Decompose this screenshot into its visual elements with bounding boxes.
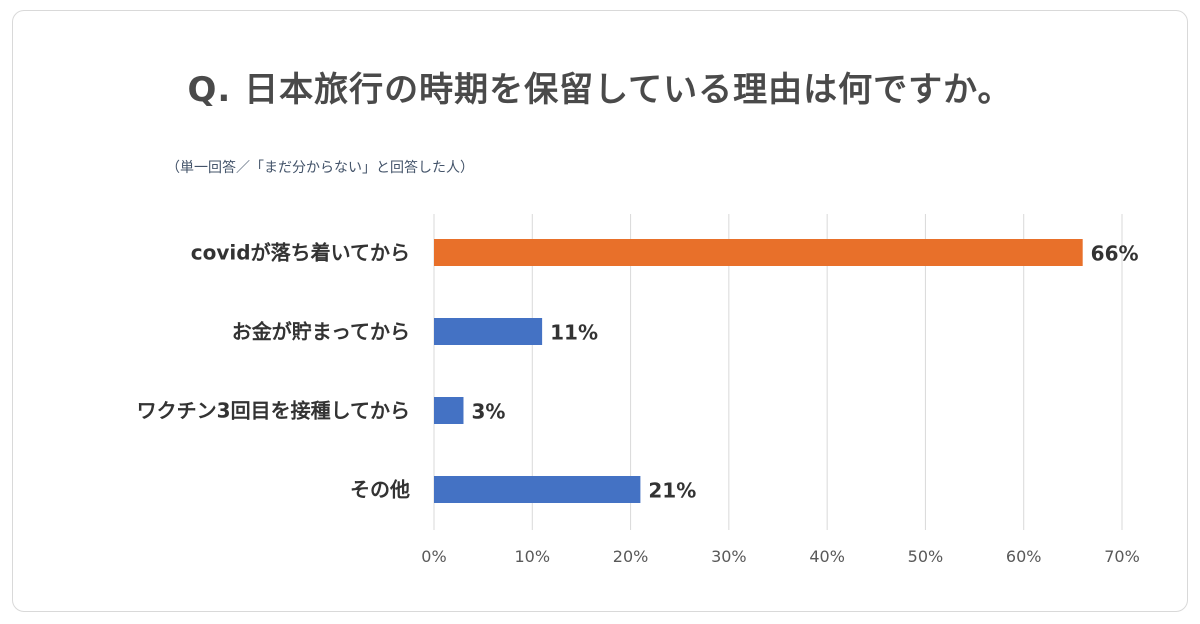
x-tick-label: 0% bbox=[421, 547, 446, 566]
bar bbox=[434, 239, 1083, 266]
category-label: covidが落ち着いてから bbox=[191, 241, 410, 265]
data-label: 21% bbox=[648, 479, 696, 503]
category-label: お金が貯まってから bbox=[232, 320, 410, 344]
category-label: その他 bbox=[350, 478, 410, 502]
category-label: ワクチン3回目を接種してから bbox=[137, 399, 410, 423]
x-tick-label: 10% bbox=[515, 547, 551, 566]
chart-subtitle: （単一回答／「まだ分からない」と回答した人） bbox=[166, 160, 474, 176]
data-label: 3% bbox=[471, 400, 505, 424]
data-label: 11% bbox=[550, 321, 598, 345]
labels: 0% 10% 20% 30% 40% 50% 60% 70% covidが落ち着いてから 66% お… bbox=[137, 241, 1140, 567]
x-tick-label: 30% bbox=[711, 547, 747, 566]
x-tick-label: 60% bbox=[1006, 547, 1042, 566]
bars bbox=[434, 239, 1083, 503]
bar bbox=[434, 476, 641, 503]
x-tick-label: 40% bbox=[809, 547, 845, 566]
x-tick-label: 70% bbox=[1104, 547, 1140, 566]
chart-card bbox=[12, 10, 1188, 612]
x-tick-label: 50% bbox=[908, 547, 944, 566]
bar bbox=[434, 397, 464, 424]
chart-title: Q. 日本旅行の時期を保留している理由は何ですか。 bbox=[187, 70, 1013, 110]
data-label: 66% bbox=[1091, 242, 1139, 266]
x-tick-label: 20% bbox=[613, 547, 649, 566]
bar bbox=[434, 318, 543, 345]
